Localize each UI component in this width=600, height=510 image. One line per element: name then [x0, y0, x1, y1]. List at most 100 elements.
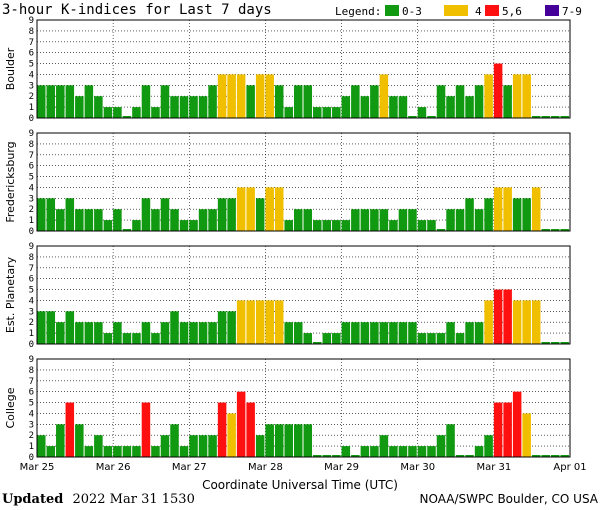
k-index-bar: [541, 116, 550, 118]
k-index-bar: [170, 96, 179, 118]
k-index-bar: [284, 424, 293, 457]
k-index-bar: [503, 85, 512, 118]
k-index-bar: [550, 229, 560, 231]
k-index-bar: [198, 96, 208, 118]
k-index-bar: [284, 220, 293, 231]
k-index-bar: [217, 311, 227, 344]
y-tick-label: 0: [29, 340, 34, 350]
k-index-bar: [512, 300, 522, 344]
k-index-bar: [293, 322, 303, 344]
y-tick-label: 6: [29, 275, 34, 285]
k-index-bar: [436, 435, 446, 457]
k-index-bar: [503, 289, 512, 344]
x-tick-label: Mar 25: [20, 462, 55, 473]
k-index-bar: [446, 209, 455, 231]
k-index-bar: [303, 424, 313, 457]
k-index-bar: [379, 74, 389, 118]
y-tick-label: 4: [29, 409, 34, 419]
k-index-bar: [351, 322, 360, 344]
y-tick-label: 9: [29, 242, 34, 252]
k-index-bar: [293, 209, 303, 231]
k-index-bar: [293, 424, 303, 457]
x-tick-label: Mar 26: [96, 462, 131, 473]
k-index-bar: [37, 311, 46, 344]
k-index-bar: [550, 455, 560, 457]
x-tick-label: Apr 01: [553, 462, 586, 473]
k-index-bar: [531, 187, 541, 231]
figure-title: 3-hour K-indices for Last 7 days: [2, 2, 272, 18]
k-index-bar: [484, 300, 493, 344]
k-index-bar: [398, 446, 408, 457]
k-index-bar: [446, 96, 455, 118]
k-index-bar: [217, 74, 227, 118]
k-index-bar: [446, 424, 455, 457]
panel-frame: [36, 19, 571, 119]
k-index-bar: [417, 220, 427, 231]
k-index-bar: [84, 209, 94, 231]
k-index-bar: [541, 455, 550, 457]
legend: Legend: 0-3 4 5,6 7-9: [335, 5, 582, 18]
y-tick-label: 2: [29, 318, 34, 328]
k-index-bar: [560, 455, 569, 457]
k-index-bar: [103, 333, 113, 344]
legend-swatch-4: [444, 5, 468, 16]
k-index-bar: [322, 107, 332, 118]
k-index-bar: [313, 107, 322, 118]
k-index-bar: [512, 391, 522, 457]
k-index-bar: [132, 446, 141, 457]
k-index-bar: [379, 209, 389, 231]
k-index-bar: [160, 435, 170, 457]
k-index-bar: [75, 424, 84, 457]
k-index-bar: [408, 322, 417, 344]
k-index-bar: [189, 322, 198, 344]
y-tick-label: 2: [29, 205, 34, 215]
k-index-bar: [550, 342, 560, 344]
k-index-bar: [322, 455, 332, 457]
k-index-bar: [217, 402, 227, 457]
k-index-bar: [560, 116, 569, 118]
k-index-bar: [113, 446, 122, 457]
k-index-bar: [503, 402, 512, 457]
y-tick-label: 4: [29, 70, 34, 80]
k-index-bar: [122, 116, 132, 118]
k-index-bar: [227, 198, 236, 231]
k-index-bar: [332, 333, 341, 344]
y-tick-label: 0: [29, 453, 34, 463]
k-index-bar: [351, 455, 360, 457]
y-tick-label: 1: [29, 103, 34, 113]
k-index-bar: [94, 435, 103, 457]
k-index-bar: [436, 229, 446, 231]
k-index-bar: [56, 209, 65, 231]
k-index-bar: [484, 74, 493, 118]
k-index-bar: [56, 322, 65, 344]
x-tick-label: Mar 29: [324, 462, 359, 473]
k-index-bar: [56, 85, 65, 118]
k-index-bar: [341, 322, 351, 344]
k-index-bar: [179, 96, 189, 118]
legend-label: Legend:: [335, 5, 381, 18]
k-index-bar: [141, 198, 151, 231]
k-index-bar: [65, 311, 75, 344]
k-index-bar: [189, 220, 198, 231]
k-index-bar: [75, 96, 84, 118]
k-index-bar: [370, 322, 379, 344]
k-index-bar: [151, 446, 160, 457]
k-index-bar: [103, 220, 113, 231]
panel-frame: [36, 358, 571, 458]
station-label: Fredericksburg: [4, 141, 17, 222]
k-index-bar: [84, 322, 94, 344]
k-index-bar: [370, 85, 379, 118]
k-index-bar: [522, 300, 531, 344]
k-index-bar: [455, 455, 465, 457]
k-index-bar: [332, 220, 341, 231]
k-index-bar: [46, 311, 56, 344]
k-index-bar: [484, 435, 493, 457]
k-index-bar: [56, 424, 65, 457]
station-label: Boulder: [4, 47, 17, 90]
y-tick-label: 1: [29, 216, 34, 226]
k-index-bar: [389, 96, 398, 118]
y-tick-label: 3: [29, 194, 34, 204]
panel-frame: [36, 132, 571, 232]
k-index-bar: [379, 322, 389, 344]
